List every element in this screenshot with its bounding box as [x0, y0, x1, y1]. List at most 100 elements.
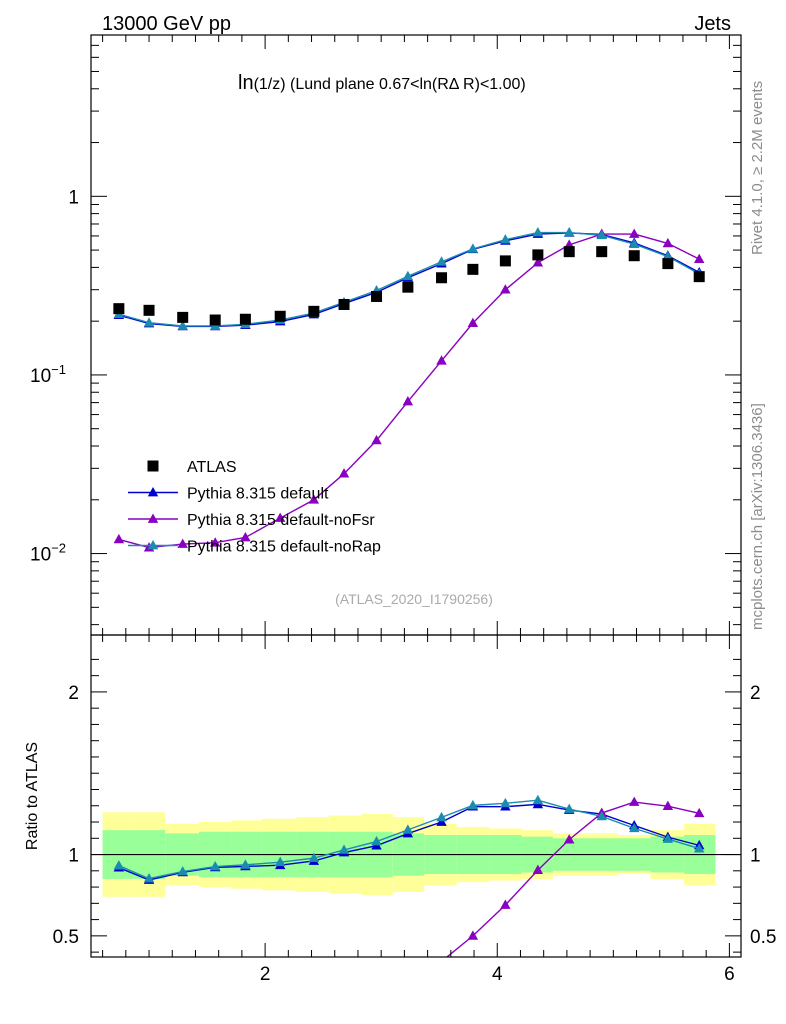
- atlas-data-point: [239, 313, 251, 325]
- pythia-8-315-default-norap-point: [662, 251, 674, 261]
- atlas-data-point: [693, 271, 705, 283]
- plot-title: ln(1/z) (Lund plane 0.67<ln(RΔ R)<1.00): [238, 72, 526, 94]
- ratio-y-axis-label: Ratio to ATLAS: [24, 742, 41, 850]
- pythia-8-315-default-nofsr-ratio-point: [500, 899, 511, 909]
- pythia-8-315-default-nofsr-point: [436, 355, 447, 365]
- process-label: Jets: [694, 13, 731, 35]
- main-axes: 1 10−1 10−2: [30, 34, 741, 635]
- pythia-8-315-default-norap-ratio-point: [209, 861, 221, 871]
- pythia-8-315-default-norap-ratio-point: [240, 859, 251, 869]
- pythia-8-315-default-norap-ratio-point: [693, 843, 705, 853]
- atlas-data-point: [467, 263, 479, 275]
- legend-marker-triangle: [147, 487, 159, 497]
- pythia-8-315-default-nofsr-point: [274, 512, 286, 522]
- legend-label: Pythia 8.315 default-noRap: [187, 539, 381, 556]
- pythia-8-315-default-nofsr-point: [371, 434, 382, 445]
- pythia-8-315-default-nofsr-point: [177, 538, 188, 548]
- atlas-data-point: [499, 255, 511, 267]
- atlas-data-point: [563, 246, 575, 258]
- collision-energy-label: 13000 GeV pp: [102, 13, 231, 35]
- pythia-8-315-default-nofsr-point: [240, 532, 251, 542]
- atlas-data-point: [177, 311, 189, 323]
- pythia-8-315-default-norap-point: [436, 256, 447, 266]
- atlas-data-point: [532, 249, 544, 261]
- atlas-data-point: [662, 258, 674, 270]
- atlas-data-point: [402, 281, 414, 293]
- legend-marker-triangle: [147, 513, 159, 523]
- pythia-8-315-default-norap-ratio-point: [113, 860, 125, 870]
- pythia-8-315-default-norap-point: [177, 320, 188, 330]
- ratio-y-tick-label: 1: [68, 846, 79, 867]
- pythia-8-315-default-norap-ratio-point: [143, 873, 155, 883]
- pythia-8-315-default-norap-ratio-point: [402, 824, 414, 834]
- legend-label: Pythia 8.315 default: [187, 486, 329, 503]
- pythia-8-315-default-nofsr-point: [209, 537, 221, 547]
- mcplots-label: mcplots.cern.ch [arXiv:1306.3436]: [749, 403, 766, 630]
- legend: ATLAS Pythia 8.315 default Pythia 8.315 de…: [128, 459, 381, 556]
- pythia-8-315-default-nofsr-point: [338, 468, 350, 478]
- ratio-marks: [113, 794, 705, 957]
- pythia-8-315-default-nofsr-ratio-point: [662, 800, 674, 810]
- ratio-frame: [90, 634, 742, 958]
- atlas-data-point: [274, 310, 286, 322]
- pythia-8-315-default-norap-ratio-point: [628, 822, 640, 833]
- pythia-8-315-default-nofsr-point: [662, 237, 674, 248]
- pythia-8-315-default-norap-ratio-point: [596, 810, 607, 821]
- pythia-8-315-default-norap-ratio-point: [436, 811, 447, 822]
- rivet-version-label: Rivet 4.1.0, ≥ 2.2M events: [749, 81, 766, 255]
- pythia-8-315-default-nofsr-point: [693, 253, 705, 263]
- ratio-y-tick-label-right: 0.5: [750, 927, 776, 948]
- pythia-8-315-default-norap-ratio-point: [177, 866, 188, 876]
- plot-title-variable: (1/z): [254, 76, 286, 93]
- x-tick-label: 4: [492, 964, 503, 985]
- ratio-y-tick-label-right: 2: [750, 683, 761, 704]
- pythia-8-315-default-nofsr-point: [308, 494, 320, 504]
- ratio-y-tick-label: 2: [68, 683, 79, 704]
- pythia-8-315-default-nofsr-point: [467, 317, 479, 327]
- pythia-8-315-default-norap-point: [596, 229, 607, 240]
- pythia-8-315-default-norap-point: [563, 227, 575, 237]
- atlas-data-point: [209, 314, 221, 326]
- pythia-8-315-default-nofsr-point: [113, 533, 125, 544]
- pythia-8-315-default-nofsr-point: [628, 228, 640, 238]
- y-tick-label: 10−2: [30, 541, 66, 566]
- ratio-y-tick-label-right: 1: [750, 846, 761, 867]
- pythia-8-315-default-norap-ratio-point: [274, 856, 286, 867]
- ratio-y-tick-label: 0.5: [53, 927, 79, 948]
- legend-marker-triangle: [147, 540, 159, 550]
- legend-label: ATLAS: [187, 459, 237, 476]
- pythia-8-315-default-norap-ratio-point: [532, 794, 544, 805]
- atlas-data-point: [143, 304, 155, 316]
- pythia-8-315-default-norap-point: [500, 234, 511, 244]
- pythia-8-315-default-norap-point: [402, 270, 414, 281]
- pythia-8-315-default-nofsr-point: [402, 396, 414, 406]
- ratio-axes: 2 4 6 2 2 1 1 0.5 0.5: [53, 635, 776, 985]
- pythia-8-315-default-norap-point: [628, 238, 640, 248]
- x-tick-label: 6: [724, 964, 735, 985]
- legend-marker-square: [147, 460, 159, 472]
- pythia-8-315-default-norap-ratio-point: [338, 844, 350, 854]
- x-tick-label: 2: [260, 964, 271, 985]
- main-panel: (ATLAS_2020_I1790256) ATLAS Pythia 8.315 …: [30, 34, 742, 636]
- plot-title-prefix: ln: [238, 72, 254, 94]
- atlas-data-point: [113, 303, 125, 315]
- pythia-8-315-default-norap-ratio-point: [308, 852, 320, 862]
- atlas-data-point: [371, 290, 383, 302]
- pythia-8-315-default-norap-ratio-point: [467, 799, 479, 810]
- pythia-8-315-default-norap-point: [532, 227, 544, 237]
- pythia-8-315-default-norap-ratio-point: [371, 836, 382, 846]
- pythia-8-315-default-nofsr-ratio-point: [563, 834, 575, 844]
- pythia-8-315-default-norap-ratio-point: [662, 833, 674, 843]
- pythia-8-315-default-nofsr-ratio-point: [467, 930, 479, 940]
- pythia-8-315-default-nofsr-ratio-point: [693, 807, 705, 818]
- atlas-data-point: [338, 298, 350, 310]
- pythia-8-315-default-nofsr-point: [532, 257, 544, 267]
- atlas-data-point: [628, 250, 640, 262]
- pythia-8-315-default-nofsr-ratio-point: [628, 796, 640, 806]
- pythia-8-315-default-nofsr-ratio-point: [532, 864, 544, 874]
- atlas-data-point: [596, 246, 608, 258]
- y-tick-label: 10−1: [30, 362, 66, 387]
- pythia-8-315-default-norap-point: [143, 317, 155, 327]
- pythia-8-315-default-nofsr-point: [500, 284, 511, 294]
